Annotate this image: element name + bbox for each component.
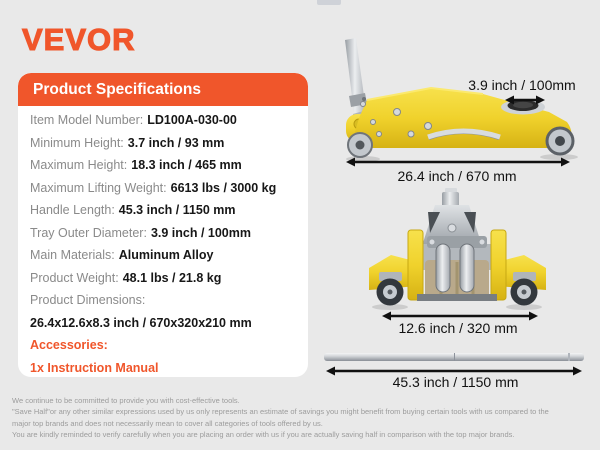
jack-handle-rod-image: [324, 353, 584, 361]
spec-row-dimensions-value: 26.4x12.6x8.3 inch / 670x320x210 mm: [30, 312, 298, 335]
spec-label: Product Weight:: [30, 270, 119, 285]
spec-value: LD100A-030-00: [147, 113, 237, 128]
disclaimer-line: We continue to be committed to provide y…: [12, 396, 240, 405]
spec-row-product-weight: Product Weight: 48.1 lbs / 21.8 kg: [30, 267, 298, 290]
spec-row-materials: Main Materials: Aluminum Alloy: [30, 244, 298, 267]
spec-value: Accessories:: [30, 338, 108, 353]
top-edge-artifact: [317, 0, 341, 5]
spec-card-title: Product Specifications: [33, 80, 201, 98]
spec-row-handle-length: Handle Length: 45.3 inch / 1150 mm: [30, 199, 298, 222]
spec-row-model: Item Model Number: LD100A-030-00: [30, 109, 298, 132]
disclaimer-line: "Save Half"or any other similar expressi…: [12, 407, 549, 417]
vevor-logo: VEVOR: [21, 21, 136, 57]
spec-value: 45.3 inch / 1150 mm: [118, 203, 236, 218]
jack-side-view-image: [345, 38, 578, 167]
spec-label: Item Model Number:: [30, 113, 144, 128]
jack-length-dimension: 26.4 inch / 670 mm: [397, 168, 517, 184]
spec-label: Maximum Height:: [30, 158, 128, 173]
spec-value: 3.7 inch / 93 mm: [127, 135, 225, 150]
disclaimer-line: major top brands and does not necessaril…: [12, 418, 323, 428]
spec-label: Maximum Lifting Weight:: [30, 180, 167, 195]
spec-value: 48.1 lbs / 21.8 kg: [122, 270, 222, 285]
spec-row-dimensions-label: Product Dimensions:: [30, 289, 298, 312]
spec-label: Main Materials:: [30, 248, 115, 263]
spec-value: 6613 lbs / 3000 kg: [170, 180, 277, 195]
spec-row-accessories: Accessories:: [30, 334, 298, 357]
spec-card-header: Product Specifications: [18, 73, 308, 106]
jack-front-view-image: [369, 188, 546, 321]
spec-list: Item Model Number: LD100A-030-00 Minimum …: [18, 106, 308, 377]
spec-label: Tray Outer Diameter:: [30, 225, 147, 240]
spec-value: Aluminum Alloy: [118, 248, 214, 263]
spec-value: 3.9 inch / 100mm: [150, 225, 251, 240]
spec-label: Minimum Height:: [30, 135, 124, 150]
spec-row-lifting-weight: Maximum Lifting Weight: 6613 lbs / 3000 k…: [30, 177, 298, 200]
spec-row-manual: 1x Instruction Manual: [30, 357, 298, 378]
spec-label: Product Dimensions:: [30, 293, 146, 308]
spec-row-max-height: Maximum Height: 18.3 inch / 465 mm: [30, 154, 298, 177]
spec-label: Handle Length:: [30, 203, 115, 218]
tray-width-dimension: 3.9 inch / 100mm: [468, 77, 576, 93]
disclaimer-line: You are kindly reminded to verify carefu…: [12, 430, 515, 440]
spec-value: 1x Instruction Manual: [30, 360, 159, 375]
disclaimer-footer: We continue to be committed to provide y…: [12, 395, 597, 441]
spec-row-min-height: Minimum Height: 3.7 inch / 93 mm: [30, 132, 298, 155]
handle-length-dimension: 45.3 inch / 1150 mm: [392, 374, 519, 390]
spec-value: 26.4x12.6x8.3 inch / 670x320x210 mm: [30, 315, 252, 330]
handle-length-arrow: [326, 366, 582, 376]
jack-width-dimension: 12.6 inch / 320 mm: [398, 320, 518, 336]
spec-card: Product Specifications Item Model Number…: [18, 73, 308, 377]
spec-value: 18.3 inch / 465 mm: [131, 158, 242, 173]
spec-row-tray-diameter: Tray Outer Diameter: 3.9 inch / 100mm: [30, 222, 298, 245]
